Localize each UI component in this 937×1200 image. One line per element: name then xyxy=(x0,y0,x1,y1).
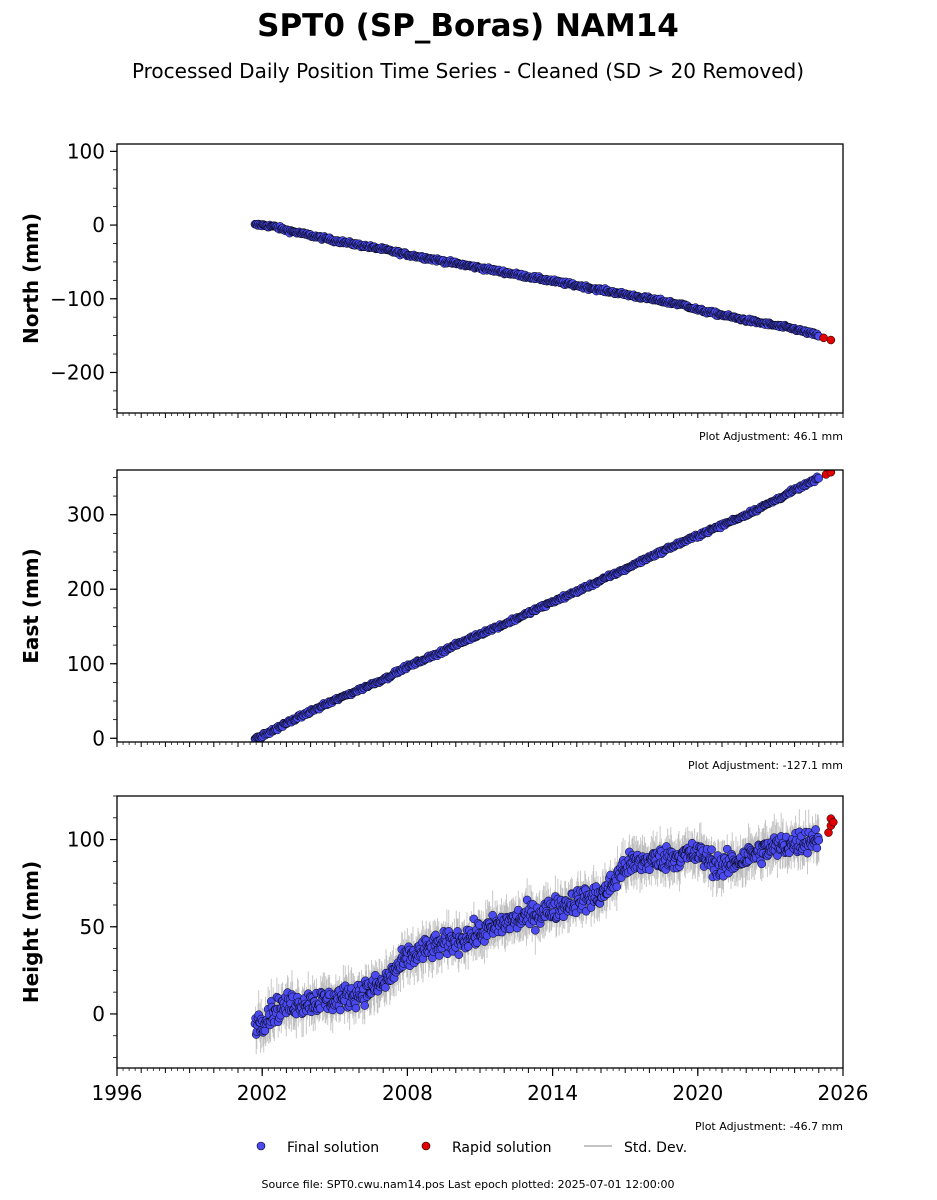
y-tick-label: 100 xyxy=(67,828,105,852)
y-axis-label: East (mm) xyxy=(19,548,43,664)
final-point xyxy=(707,845,716,854)
chart-subtitle: Processed Daily Position Time Series - C… xyxy=(132,59,804,83)
plot-adjustment: Plot Adjustment: 46.1 mm xyxy=(699,430,843,443)
x-tick-label: 2020 xyxy=(672,1081,723,1105)
y-tick-label: 100 xyxy=(67,652,105,676)
x-tick-label: 2008 xyxy=(382,1081,433,1105)
plot-area xyxy=(250,470,836,742)
y-tick-label: −200 xyxy=(50,360,105,384)
chart-title: SPT0 (SP_Boras) NAM14 xyxy=(257,8,679,44)
axes-frame xyxy=(116,143,844,414)
final-points xyxy=(250,825,824,1039)
rapid-point xyxy=(826,470,836,477)
east-panel: 300 200 100 0 East (mm) Plot Adjustment: -127… xyxy=(19,469,844,772)
rapid-point xyxy=(826,335,836,345)
final-point xyxy=(812,843,822,853)
plot-adjustment: Plot Adjustment: -127.1 mm xyxy=(688,759,843,772)
plot-adjustment: Plot Adjustment: -46.7 mm xyxy=(695,1120,843,1133)
final-point xyxy=(612,882,622,892)
final-points xyxy=(250,472,824,742)
rapid-point xyxy=(819,333,828,343)
y-tick-label: 100 xyxy=(67,139,105,163)
x-tick-label: 2014 xyxy=(527,1081,578,1105)
legend-std-label: Std. Dev. xyxy=(624,1140,687,1156)
final-point xyxy=(803,848,812,858)
final-point xyxy=(335,1005,345,1015)
x-tick-label: 2002 xyxy=(237,1081,288,1105)
final-point xyxy=(454,950,464,959)
legend: Final solution Rapid solution Std. Dev. xyxy=(256,1140,687,1156)
x-tick-label: 2026 xyxy=(818,1081,869,1105)
legend-rapid-label: Rapid solution xyxy=(452,1140,552,1156)
final-point xyxy=(531,926,540,935)
final-point xyxy=(559,912,568,922)
y-axis-label: North (mm) xyxy=(19,213,43,344)
rapid-points xyxy=(824,814,838,837)
final-point xyxy=(811,825,820,834)
y-axis-label: Height (mm) xyxy=(19,861,43,1003)
final-point xyxy=(645,865,654,875)
y-tick-label: 300 xyxy=(67,503,105,527)
final-point xyxy=(814,836,824,845)
axes-frame xyxy=(116,469,844,743)
plot-area xyxy=(250,219,836,345)
y-tick-label: 0 xyxy=(92,726,105,750)
legend-final-label: Final solution xyxy=(287,1140,379,1156)
source-footer: Source file: SPT0.cwu.nam14.pos Last epo… xyxy=(261,1178,674,1191)
final-point xyxy=(814,474,824,483)
rapid-points xyxy=(821,470,836,479)
final-point xyxy=(757,859,766,869)
rapid-points xyxy=(819,333,836,345)
legend-final-marker xyxy=(256,1141,266,1151)
legend-rapid-marker xyxy=(421,1141,431,1151)
y-tick-label: 0 xyxy=(92,1002,105,1026)
y-tick-label: 50 xyxy=(80,915,105,939)
y-tick-label: 0 xyxy=(92,213,105,237)
y-tick-label: −100 xyxy=(50,287,105,311)
height-panel: 100 50 0 1996 2002 2008 2014 2020 2026 Height (mm… xyxy=(19,795,869,1133)
rapid-point xyxy=(829,817,838,827)
final-point xyxy=(360,1001,369,1010)
x-tick-label: 1996 xyxy=(92,1081,143,1105)
y-tick-label: 200 xyxy=(67,577,105,601)
plot-area xyxy=(250,809,838,1055)
final-point xyxy=(351,1003,361,1013)
final-points xyxy=(250,219,824,341)
north-panel: 100 0 −100 −200 North (mm) Plot Adjustment: 4… xyxy=(19,139,844,443)
